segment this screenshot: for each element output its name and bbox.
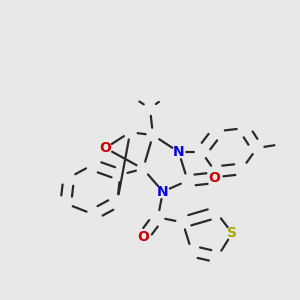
Circle shape bbox=[226, 227, 238, 239]
Circle shape bbox=[208, 172, 220, 184]
Text: O: O bbox=[137, 230, 149, 244]
Text: S: S bbox=[227, 226, 237, 240]
Text: N: N bbox=[173, 145, 184, 159]
Text: O: O bbox=[208, 171, 220, 185]
Circle shape bbox=[173, 146, 185, 158]
Circle shape bbox=[157, 186, 169, 198]
Circle shape bbox=[100, 142, 111, 154]
Text: N: N bbox=[157, 184, 169, 199]
Circle shape bbox=[137, 231, 149, 243]
Text: O: O bbox=[100, 141, 111, 155]
